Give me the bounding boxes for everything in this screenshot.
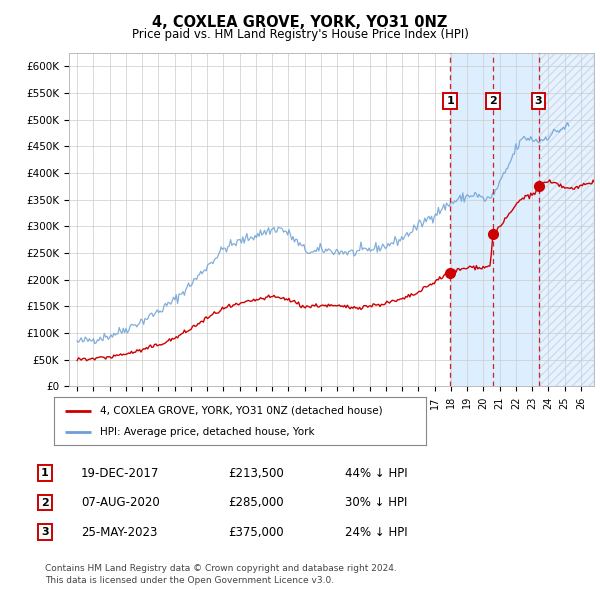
Text: 2: 2 [41, 498, 49, 507]
Bar [493, 53, 539, 386]
Text: 1: 1 [41, 468, 49, 478]
Bar [539, 53, 594, 386]
Text: 3: 3 [535, 96, 542, 106]
Text: £285,000: £285,000 [228, 496, 284, 509]
Bar [451, 53, 493, 386]
Text: £213,500: £213,500 [228, 467, 284, 480]
Text: Price paid vs. HM Land Registry's House Price Index (HPI): Price paid vs. HM Land Registry's House … [131, 28, 469, 41]
Text: 3: 3 [41, 527, 49, 537]
Bar [539, 53, 594, 386]
Text: HPI: Average price, detached house, York: HPI: Average price, detached house, York [101, 427, 315, 437]
Text: 2: 2 [489, 96, 497, 106]
Text: 1: 1 [446, 96, 454, 106]
Text: 44% ↓ HPI: 44% ↓ HPI [345, 467, 407, 480]
Text: 25-MAY-2023: 25-MAY-2023 [81, 526, 157, 539]
Text: 19-DEC-2017: 19-DEC-2017 [81, 467, 160, 480]
Text: 4, COXLEA GROVE, YORK, YO31 0NZ (detached house): 4, COXLEA GROVE, YORK, YO31 0NZ (detache… [101, 405, 383, 415]
Text: 07-AUG-2020: 07-AUG-2020 [81, 496, 160, 509]
Text: £375,000: £375,000 [228, 526, 284, 539]
Text: Contains HM Land Registry data © Crown copyright and database right 2024.
This d: Contains HM Land Registry data © Crown c… [45, 565, 397, 585]
Text: 24% ↓ HPI: 24% ↓ HPI [345, 526, 407, 539]
Text: 30% ↓ HPI: 30% ↓ HPI [345, 496, 407, 509]
Text: 4, COXLEA GROVE, YORK, YO31 0NZ: 4, COXLEA GROVE, YORK, YO31 0NZ [152, 15, 448, 30]
